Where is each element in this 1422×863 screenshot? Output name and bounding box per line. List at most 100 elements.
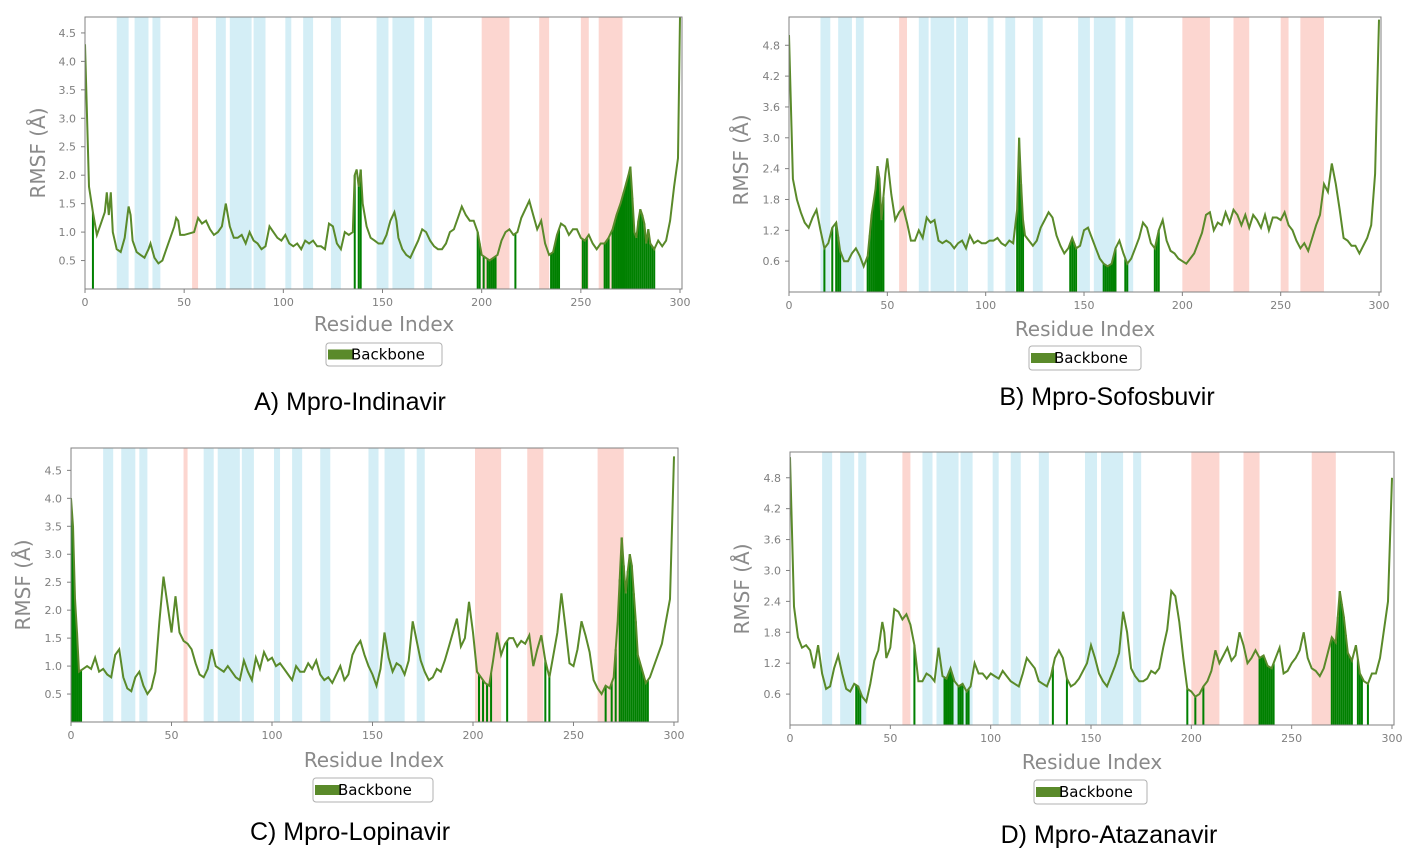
contact-bar: [641, 215, 644, 289]
contact-bar: [1348, 656, 1351, 725]
contact-bar: [617, 209, 620, 289]
contact-bar: [631, 197, 634, 289]
strand-band: [922, 452, 933, 725]
contact-bar: [494, 256, 497, 289]
panel-caption: B) Mpro-Sofosbuvir: [999, 383, 1214, 411]
y-tick-label: 0.6: [763, 255, 781, 268]
contact-bar: [1350, 660, 1353, 725]
x-tick-label: 150: [362, 729, 383, 742]
contact-bar: [951, 674, 954, 725]
contact-bar: [876, 166, 879, 292]
x-tick-label: 300: [1381, 732, 1402, 745]
contact-bar: [643, 223, 646, 289]
y-tick-label: 0.5: [45, 688, 63, 701]
contact-bar: [490, 673, 493, 722]
contact-bar: [605, 240, 608, 289]
contact-bar: [637, 220, 640, 289]
legend-box: [312, 777, 434, 803]
strand-band: [858, 452, 867, 725]
y-tick-label: 2.0: [45, 604, 63, 617]
strand-band: [992, 452, 999, 725]
y-tick-label: 3.6: [763, 101, 781, 114]
contact-bar: [649, 243, 652, 289]
legend: Backbone: [312, 777, 434, 803]
contact-bar: [943, 677, 946, 725]
panel-c: 0 50 100 150 200 250 300 0.5 1.0 1.5 2.0 2.5 3.0 3.5…: [11, 447, 684, 846]
contact-bar: [646, 680, 649, 722]
contact-bar: [647, 229, 650, 289]
contact-bar: [490, 259, 493, 289]
contact-bar: [478, 674, 481, 722]
y-tick-label: 1.0: [45, 660, 63, 673]
contact-bar: [558, 229, 561, 289]
legend-box: [1028, 345, 1142, 371]
strand-band: [855, 17, 864, 292]
x-tick-label: 250: [563, 729, 584, 742]
contact-bar: [1260, 656, 1263, 725]
axes-frame: [70, 447, 679, 723]
panel-b: 0 50 100 150 200 250 300 0.6 1.2 1.8 2.4 3.0 3.6 4.2…: [729, 16, 1390, 411]
contact-bar: [614, 649, 617, 722]
strand-band: [1038, 452, 1049, 725]
contact-bar: [626, 571, 629, 722]
helix-band: [183, 448, 188, 722]
contact-bar: [603, 243, 606, 289]
contact-bar: [1202, 686, 1205, 725]
strand-band: [368, 448, 379, 722]
y-tick-label: 1.0: [59, 226, 77, 239]
x-tick-label: 100: [980, 732, 1001, 745]
contact-bar: [1153, 248, 1156, 292]
contact-bar: [638, 661, 641, 722]
contact-bar: [1106, 266, 1109, 292]
strand-band: [1133, 452, 1142, 725]
strand-band: [152, 17, 161, 289]
y-ticks: 0.5 1.0 1.5 2.0 2.5 3.0 3.5 4.0 4.5: [59, 27, 85, 268]
contact-bar: [1016, 209, 1019, 292]
contact-bar: [623, 189, 626, 289]
y-tick-label: 1.2: [763, 224, 781, 237]
contact-bar: [1022, 220, 1025, 292]
contact-bar: [359, 169, 362, 289]
x-tick-label: 0: [787, 732, 794, 745]
contact-bar: [604, 685, 607, 722]
rmsf-line-backbone: [71, 456, 675, 696]
contact-bar: [492, 257, 495, 289]
contact-bar: [636, 654, 639, 722]
helix-band: [1300, 17, 1324, 292]
contact-bar: [620, 537, 623, 722]
x-tick-label: 150: [1080, 732, 1101, 745]
contact-bar: [868, 235, 871, 292]
strand-band: [285, 17, 292, 289]
x-ticks: 0 50 100 150 200 250 300: [786, 292, 1390, 312]
contact-bar: [1112, 256, 1115, 292]
contact-bar: [965, 691, 968, 725]
contact-bars: [71, 498, 649, 722]
helix-band: [1233, 17, 1250, 292]
contact-bar: [71, 498, 73, 722]
strand-band: [987, 17, 994, 292]
contact-bar: [1126, 263, 1129, 292]
contact-bars: [91, 166, 656, 289]
contact-bar: [556, 234, 559, 289]
strand-band: [274, 448, 281, 722]
contact-bar: [618, 579, 621, 722]
y-ticks: 0.5 1.0 1.5 2.0 2.5 3.0 3.5 4.0 4.5: [45, 464, 71, 701]
legend-swatch: [1036, 787, 1062, 797]
y-tick-label: 4.5: [45, 464, 63, 477]
contact-bar: [482, 680, 485, 722]
contact-bar: [1020, 184, 1023, 292]
contact-bar: [548, 677, 551, 722]
contact-bar: [859, 691, 862, 725]
legend-swatch: [1031, 353, 1057, 363]
contact-bar: [640, 668, 643, 722]
strand-band: [116, 17, 129, 289]
contact-bar: [613, 222, 616, 289]
contact-bar: [839, 250, 842, 292]
y-tick-label: 4.0: [59, 55, 77, 68]
contact-bar: [619, 203, 622, 289]
panel-caption: C) Mpro-Lopinavir: [250, 818, 450, 846]
y-tick-label: 2.0: [59, 169, 77, 182]
y-tick-label: 3.6: [764, 534, 782, 547]
contact-bar: [506, 640, 509, 722]
y-tick-label: 1.8: [764, 626, 782, 639]
